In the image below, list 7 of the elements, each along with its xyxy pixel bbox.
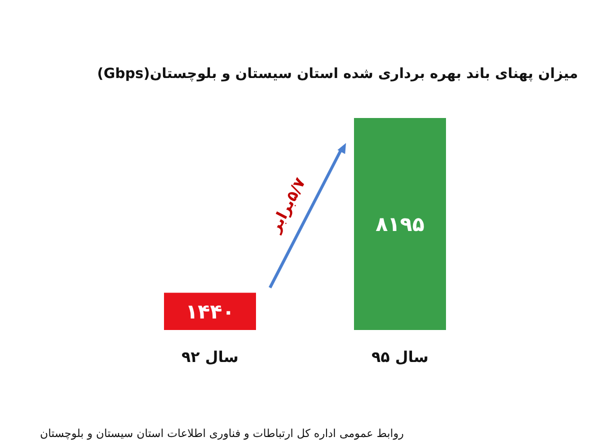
text: روابط عمومی اداره کل ارتباطات و فناوری اطلاعات استان سیستان و بلوچستان [40, 427, 404, 440]
data-label: ۸۱۹۵ [376, 212, 424, 236]
x-tick-label: سال ۹۲ [182, 348, 238, 366]
annotation: ۵/۷برابر [265, 174, 310, 236]
data-label: ۱۴۴۰ [186, 299, 234, 324]
x-tick-label: سال ۹۵ [372, 348, 428, 366]
chart-title: میزان پهنای باند بهره برداری شده استان سیستان و بلوچستان(Gbps) [97, 66, 578, 82]
